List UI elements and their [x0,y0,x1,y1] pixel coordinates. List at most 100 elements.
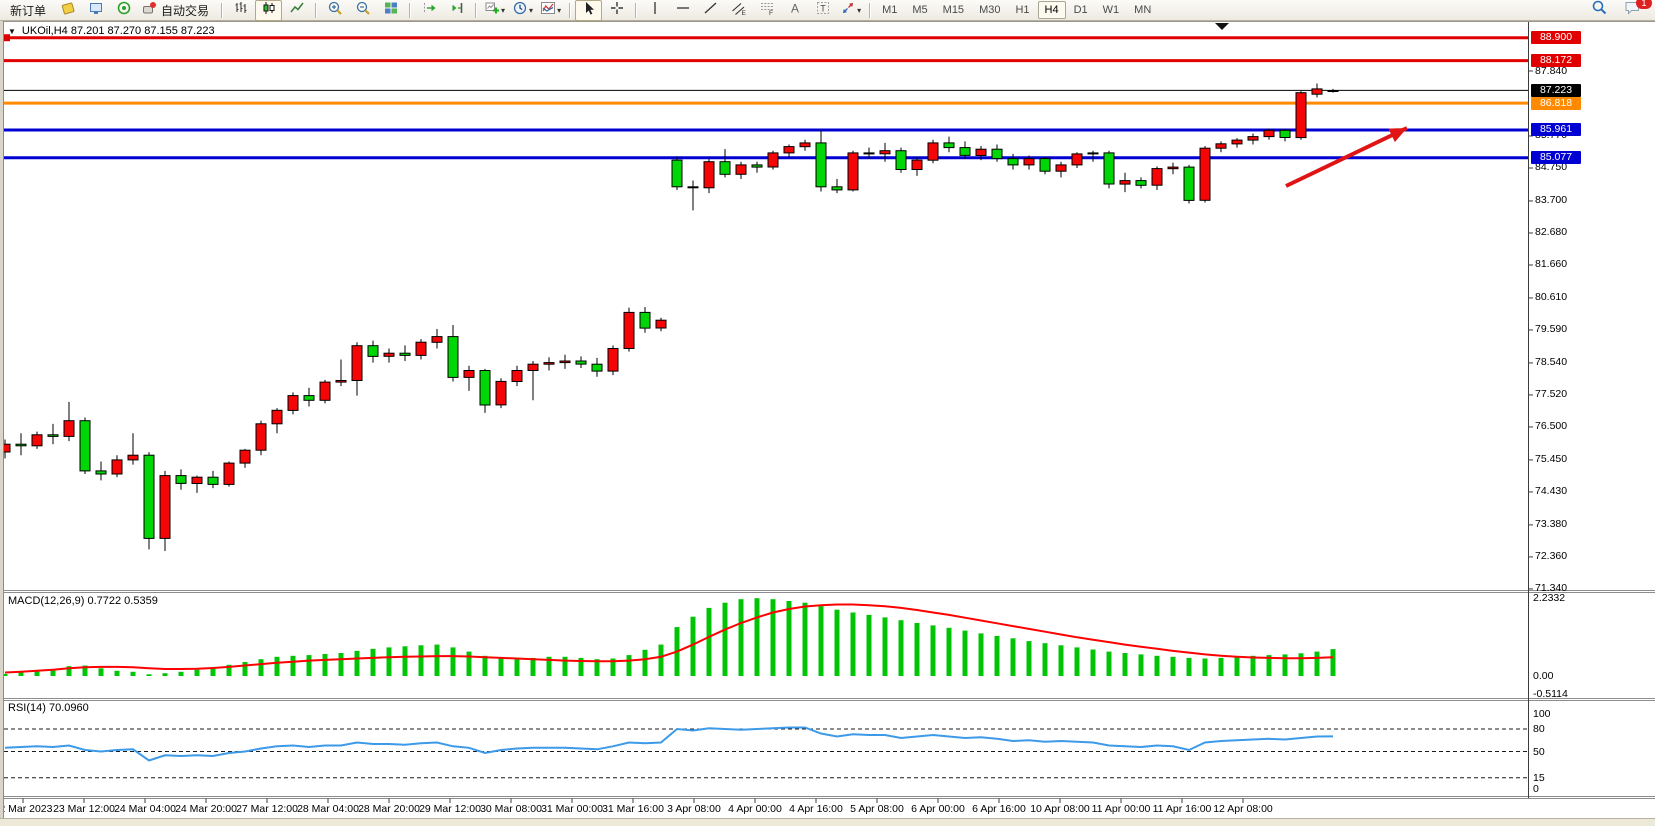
pane-borders [0,21,1655,799]
toolbar-separator [569,2,571,18]
broadcast-icon [116,0,132,21]
templates-button[interactable]: ▾ [537,0,564,21]
vertical-line-icon [647,0,663,21]
market-watch-button[interactable] [82,0,109,21]
zoom-out-button[interactable] [349,0,376,21]
market-watch-icon [88,0,104,21]
bar-chart-button[interactable] [227,0,254,21]
rsi-indicator-title: RSI(14) 70.0960 [8,702,89,714]
text-label-button[interactable]: T [809,0,836,21]
arrows-icon [840,0,856,21]
dropdown-caret: ▾ [529,5,534,15]
cursor-icon [581,0,597,21]
zoom-out-icon [355,0,371,21]
chat-button[interactable]: 1 [1619,0,1652,21]
one-click-trading-toggle-icon[interactable]: ▼ [8,26,16,36]
period-clock-button[interactable]: ▾ [509,0,536,21]
candles-layer [0,83,1339,551]
toolbar-separator [409,2,411,18]
equidistant-channel-button[interactable]: E [725,0,752,21]
dropdown-caret: ▾ [501,5,506,15]
text-a-icon: A [787,0,803,21]
shift-end-of-chart-button[interactable] [415,0,442,21]
channel-icon: E [731,0,747,21]
text-label-icon: T [815,0,831,21]
crosshair-icon [609,0,625,21]
price-list-button[interactable] [54,0,81,21]
chart-title-row: ▼ UKOil,H4 87.201 87.270 87.155 87.223 [8,25,215,37]
search-icon [1591,0,1608,21]
new-order-label: 新订单 [10,3,47,18]
svg-text:T: T [820,3,826,13]
search-button[interactable] [1586,0,1613,21]
main-toolbar: 新订单 自动交易 ▾ ▾ [0,0,1655,21]
macd-histogram [2,598,1336,676]
trend-arrow-head [1388,128,1407,143]
clock-icon [512,0,528,21]
autotrading-icon [141,0,157,21]
toolbar-separator [869,2,871,18]
shift-end-icon [421,0,437,21]
dropdown-caret: ▾ [557,5,562,15]
line-chart-button[interactable] [283,0,310,21]
new-chart-button[interactable]: ▾ [481,0,508,21]
macd-signal-line [4,603,1334,674]
tile-windows-button[interactable] [377,0,404,21]
timeframe-bar: M1 M5 M15 M30 H1 H4 D1 W1 MN [875,1,1158,19]
autotrading-label: 自动交易 [161,3,210,18]
trendline-icon [703,0,719,21]
toolbar-separator [315,2,317,18]
new-order-button[interactable]: 新订单 [3,0,53,21]
svg-text:F: F [769,10,773,16]
candlestick-chart-button[interactable] [255,0,283,21]
new-chart-icon [484,0,500,21]
alerts-button[interactable] [110,0,137,21]
rsi-line [4,726,1334,762]
fibonacci-button[interactable]: F [753,0,780,21]
line-chart-icon [289,0,305,21]
svg-text:E: E [741,10,746,16]
chart-title: UKOil,H4 87.201 87.270 87.155 87.223 [21,25,215,37]
text-button[interactable]: A [781,0,808,21]
window-bottom-edge [0,818,1655,826]
trendline-button[interactable] [697,0,724,21]
horizontal-line-icon [675,0,691,21]
toolbar-separator [635,2,637,18]
line-anchor-marker [3,34,10,42]
timeframe-m5-button[interactable]: M5 [912,4,928,16]
timeframe-m1-button[interactable]: M1 [882,4,898,16]
fibonacci-icon: F [759,0,775,21]
candlestick-chart-icon [261,0,277,21]
autotrading-button[interactable]: 自动交易 [138,0,216,21]
timeframe-m15-button[interactable]: M15 [942,4,965,16]
price-list-icon [60,0,76,21]
trend-arrow[interactable] [1285,126,1408,188]
timeframe-d1-button[interactable]: D1 [1073,4,1088,16]
crosshair-button[interactable] [603,0,630,21]
timeframe-h1-button[interactable]: H1 [1015,4,1030,16]
horizontal-line-button[interactable] [669,0,696,21]
toolbar-separator [475,2,477,18]
timeframe-w1-button[interactable]: W1 [1102,4,1120,16]
bar-chart-icon [233,0,249,21]
macd-indicator-title: MACD(12,26,9) 0.7722 0.5359 [8,595,158,607]
tile-windows-icon [383,0,399,21]
auto-scroll-button[interactable] [443,0,470,21]
timeframe-m30-button[interactable]: M30 [979,4,1001,16]
timeframe-h4-button[interactable]: H4 [1037,1,1066,19]
vertical-line-button[interactable] [641,0,668,21]
toolbar-separator [221,2,223,18]
svg-text:A: A [791,1,799,15]
chat-notification-badge: 1 [1636,0,1652,9]
timeframe-mn-button[interactable]: MN [1134,4,1152,16]
cursor-button[interactable] [575,0,603,21]
zoom-in-icon [327,0,343,21]
templates-icon [540,0,556,21]
arrows-button[interactable]: ▾ [837,0,864,21]
chart-shift-marker[interactable] [1215,23,1229,30]
zoom-in-button[interactable] [321,0,348,21]
dropdown-caret: ▾ [857,5,862,15]
window-left-edge [0,21,4,818]
